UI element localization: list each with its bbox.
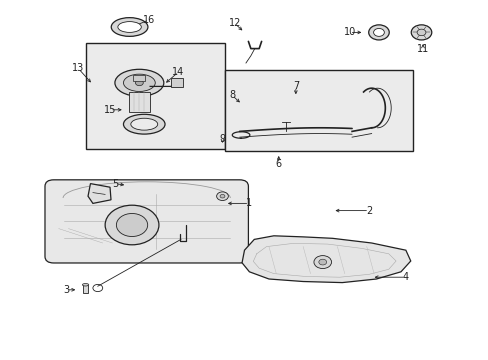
Text: 8: 8	[229, 90, 235, 100]
Circle shape	[105, 205, 159, 245]
Ellipse shape	[115, 69, 163, 96]
Text: 15: 15	[103, 105, 116, 115]
Text: 7: 7	[292, 81, 298, 91]
Bar	[171, 78, 183, 87]
Ellipse shape	[373, 28, 384, 36]
Text: 5: 5	[112, 179, 118, 189]
Ellipse shape	[123, 74, 155, 91]
Text: 11: 11	[416, 44, 428, 54]
Ellipse shape	[82, 284, 89, 286]
Circle shape	[318, 259, 326, 265]
Polygon shape	[88, 184, 111, 203]
Bar	[128, 92, 150, 112]
Ellipse shape	[118, 22, 141, 32]
Circle shape	[216, 192, 228, 201]
Ellipse shape	[123, 114, 164, 134]
Text: 1: 1	[246, 198, 252, 208]
Text: 4: 4	[402, 272, 408, 282]
Text: 9: 9	[219, 134, 225, 144]
FancyBboxPatch shape	[45, 180, 248, 263]
Circle shape	[313, 256, 331, 269]
Text: 2: 2	[366, 206, 371, 216]
Bar	[85, 43, 224, 149]
Circle shape	[116, 213, 147, 237]
Text: 10: 10	[343, 27, 355, 37]
Polygon shape	[242, 236, 410, 283]
Text: 16: 16	[142, 15, 155, 25]
Text: 12: 12	[228, 18, 241, 28]
Circle shape	[410, 25, 431, 40]
Bar	[83, 285, 88, 293]
Circle shape	[416, 29, 425, 36]
Text: 6: 6	[275, 159, 281, 169]
Text: 13: 13	[72, 63, 84, 73]
Ellipse shape	[111, 18, 147, 36]
Circle shape	[135, 80, 143, 86]
Bar	[224, 70, 412, 151]
Ellipse shape	[130, 118, 157, 130]
Ellipse shape	[368, 25, 388, 40]
Bar	[133, 75, 145, 81]
Text: 3: 3	[63, 285, 69, 295]
Circle shape	[220, 194, 224, 198]
Text: 14: 14	[172, 67, 184, 77]
